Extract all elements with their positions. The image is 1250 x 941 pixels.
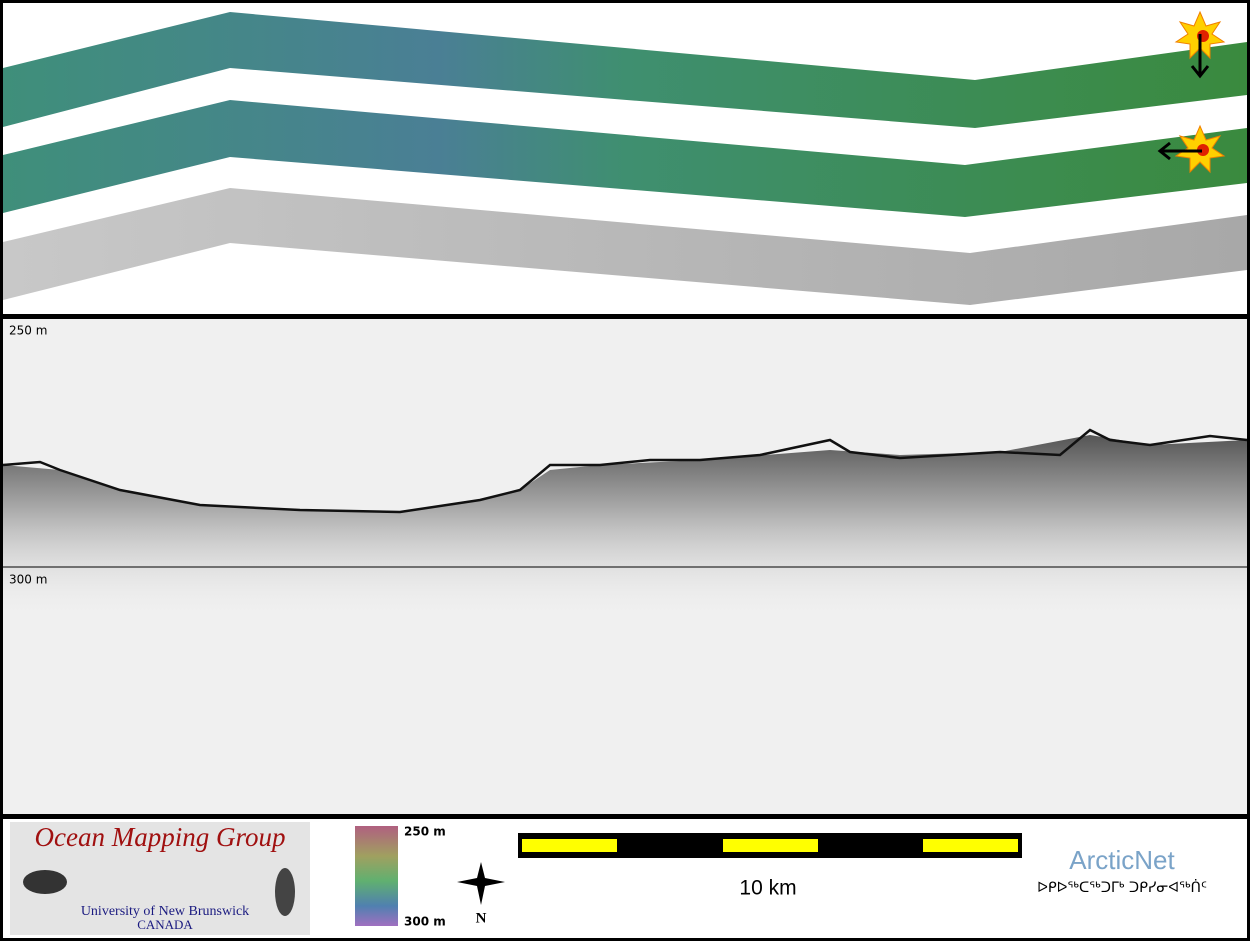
logo-graphic bbox=[275, 868, 295, 916]
sun-icon bbox=[1174, 10, 1226, 79]
logo-graphic bbox=[23, 870, 67, 894]
logo-university: University of New Brunswick bbox=[81, 904, 249, 919]
seabed-reflector bbox=[2, 428, 1248, 514]
bathymetry-swath bbox=[3, 12, 1247, 128]
colorbar-label: 300 m bbox=[404, 915, 446, 929]
north-arrow bbox=[457, 862, 505, 905]
north-label: N bbox=[476, 910, 487, 926]
depth-label: 300 m bbox=[9, 573, 47, 587]
colorbar-label: 250 m bbox=[404, 825, 446, 839]
scale-segment bbox=[522, 839, 617, 852]
logo-title: Ocean Mapping Group bbox=[35, 822, 286, 852]
logo-country: CANADA bbox=[137, 917, 193, 932]
depth-label: 250 m bbox=[9, 324, 47, 338]
bathymetry-swath bbox=[3, 100, 1247, 217]
sediment-echo bbox=[3, 435, 1247, 620]
partner-syllabics: ᐅᑭᐅᖅᑕᖅᑐᒥᒃ ᑐᑭᓯᓂᐊᖅᑏᑦ bbox=[1037, 879, 1207, 896]
scale-segment bbox=[923, 839, 1018, 852]
scale-label: 10 km bbox=[739, 877, 796, 900]
backscatter-swath bbox=[3, 188, 1247, 305]
colorbar bbox=[355, 826, 398, 926]
scale-segment bbox=[723, 839, 818, 852]
partner-name: ArcticNet bbox=[1069, 845, 1175, 875]
sun-icon bbox=[1157, 124, 1226, 174]
